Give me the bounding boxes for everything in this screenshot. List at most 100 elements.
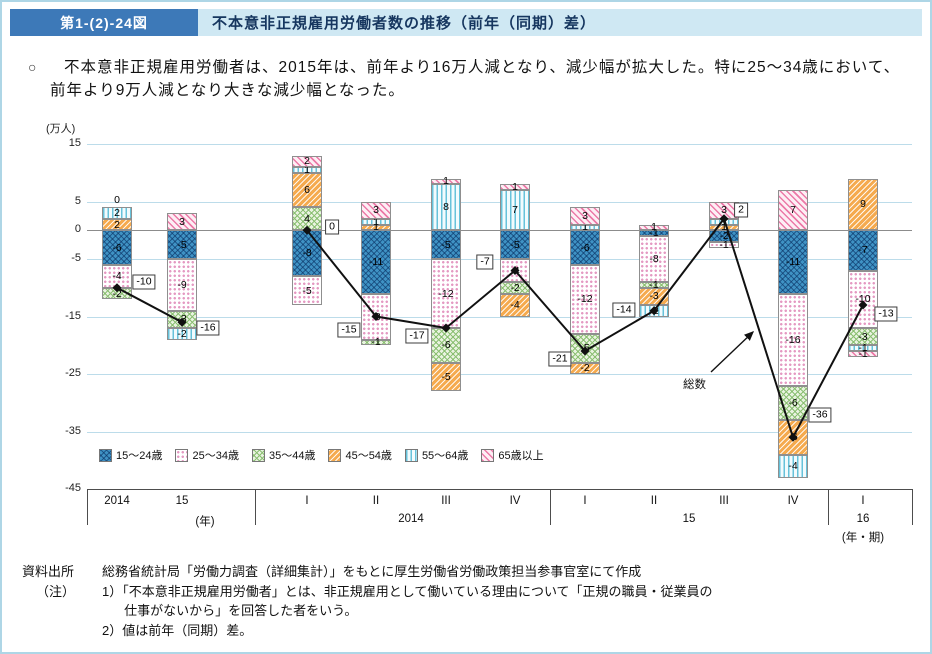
segment-value-label: -8 — [371, 310, 381, 323]
segment-value-label: -12 — [577, 293, 593, 306]
segment-value-label: 0 — [114, 194, 120, 207]
y-tick-label: 0 — [74, 223, 81, 236]
segment-value-label: -6 — [580, 241, 590, 254]
segment-value-label: -2 — [580, 362, 590, 375]
source-row: 資料出所 総務省統計局「労働力調査（詳細集計）」をもとに厚生労働省労働政策担当参… — [22, 562, 920, 582]
segment-value-label: 3 — [582, 209, 588, 222]
footer-notes: 資料出所 総務省統計局「労働力調査（詳細集計）」をもとに厚生労働省労働政策担当参… — [22, 562, 920, 640]
axis-group-separator — [828, 489, 829, 525]
bullet-circle-icon: ○ — [28, 59, 37, 75]
legend-swatch — [404, 448, 418, 462]
legend-item: 35～44歳 — [251, 447, 316, 463]
segment-value-label: 1 — [651, 221, 657, 234]
total-value-box: -15 — [337, 322, 361, 337]
gridline — [87, 144, 912, 145]
segment-value-label: 7 — [512, 204, 518, 217]
segment-value-label: -5 — [510, 238, 520, 251]
total-value-box: -17 — [405, 328, 429, 344]
segment-value-label: 3 — [179, 215, 185, 228]
segment-value-label: -7 — [858, 244, 868, 257]
total-value-box: -21 — [548, 351, 572, 367]
segment-value-label: -2 — [649, 304, 659, 317]
bar-segment-15～24歳 — [167, 230, 197, 259]
total-value-box: -16 — [196, 320, 220, 336]
segment-value-label: 3 — [373, 204, 379, 217]
legend-swatch — [175, 448, 189, 462]
bar-segment-55～64歳 — [102, 207, 132, 219]
segment-value-label: -11 — [785, 255, 801, 268]
total-value-box: -7 — [476, 254, 494, 269]
axis-group-separator — [87, 489, 88, 525]
notes-content: 1）「不本意非正規雇用労働者」とは、非正規雇用として働いている理由について「正規… — [102, 582, 920, 641]
segment-value-label: -2 — [112, 287, 122, 300]
bar-segment-65歳以上 — [167, 213, 197, 231]
segment-value-label: 8 — [443, 201, 449, 214]
figure-title: 不本意非正規雇用労働者数の推移（前年（同期）差） — [198, 9, 922, 36]
segment-value-label: -16 — [785, 333, 801, 346]
gridline — [87, 489, 912, 490]
y-tick-label: -5 — [71, 252, 81, 264]
segment-value-label: 6 — [304, 184, 310, 196]
note-label: （注） — [36, 583, 76, 599]
segment-value-label: -4 — [510, 299, 520, 311]
legend-label: 25～34歳 — [192, 450, 239, 462]
legend-item: 45～54歳 — [328, 447, 392, 463]
segment-value-label: -3 — [858, 330, 868, 343]
total-value-box: -13 — [874, 306, 898, 322]
plot-area: 15 5 0 -5 -15 -25 -35 -45 -6 -4 -2 2 2 0 2014 -5 -9 -3 -2 3… — [65, 137, 913, 544]
segment-value-label: -1 — [858, 347, 868, 360]
x-axis-label: 2014 — [104, 495, 130, 507]
x-axis-label: II — [650, 495, 658, 507]
bar-segment-65歳以上 — [500, 184, 530, 190]
segment-value-label: -3 — [649, 290, 659, 303]
segment-value-label: -2 — [177, 327, 187, 340]
x-axis-label: II — [372, 495, 380, 507]
segment-value-label: -5 — [441, 370, 451, 383]
figure-header: 第1-(2)-24図 不本意非正規雇用労働者数の推移（前年（同期）差） — [10, 9, 922, 36]
segment-value-label: -11 — [368, 255, 384, 268]
note-1: 1）「不本意非正規雇用労働者」とは、非正規雇用として働いている理由について「正規… — [102, 583, 713, 619]
axis-group-separator — [550, 489, 551, 525]
x-axis-year-group: 16 — [856, 513, 870, 525]
y-tick-label: -25 — [65, 367, 81, 379]
legend-item: 55～64歳 — [404, 447, 469, 463]
legend-label: 15～24歳 — [116, 450, 163, 462]
segment-value-label: -4 — [112, 270, 122, 283]
x-axis-label: I — [861, 495, 865, 507]
legend-label: 45～54歳 — [345, 450, 392, 462]
axis-group-separator — [912, 489, 913, 525]
bar-segment-15～24歳 — [102, 230, 132, 265]
chart-area: (万人) 15 5 0 -5 -15 -25 -35 -45 -6 -4 -2 2 2 0 2014 -5 -9… — [2, 114, 930, 556]
y-tick-label: -35 — [65, 424, 81, 437]
bar-segment-55～64歳 — [778, 454, 808, 478]
total-value-box: -14 — [612, 302, 636, 318]
segment-value-label: 1 — [443, 175, 449, 188]
bar-segment-65歳以上 — [361, 201, 391, 219]
legend-swatch — [328, 448, 342, 462]
bar-segment-65歳以上 — [292, 155, 322, 167]
segment-value-label: 2 — [114, 218, 120, 231]
x-axis-label: IV — [787, 495, 799, 507]
bar-segment-65歳以上 — [431, 178, 461, 185]
legend-label: 55～64歳 — [421, 450, 469, 462]
y-tick-label: -15 — [65, 309, 81, 322]
total-value-box: -36 — [808, 407, 832, 423]
note-2: 2）値は前年（同期）差。 — [102, 622, 253, 638]
legend-swatch — [99, 448, 112, 462]
segment-value-label: 2 — [114, 207, 120, 219]
segment-value-label: 1 — [304, 163, 310, 176]
source-text: 総務省統計局「労働力調査（詳細集計）」をもとに厚生労働省労働政策担当参事官室にて… — [102, 564, 642, 579]
summary-paragraph: ○ 不本意非正規雇用労働者は、2015年は、前年より16万人減となり、減少幅が拡… — [26, 56, 914, 103]
x-axis-unit-year-period: (年・期) — [841, 532, 885, 544]
y-tick-label: 5 — [74, 194, 81, 207]
legend-item: 25～34歳 — [175, 447, 239, 463]
x-axis-label: I — [583, 495, 587, 507]
summary-text: 不本意非正規雇用労働者は、2015年は、前年より16万人減となり、減少幅が拡大し… — [50, 59, 901, 100]
source-label: 資料出所 — [22, 564, 75, 579]
legend-label: 35～44歳 — [268, 450, 316, 462]
segment-value-label: 7 — [790, 204, 796, 217]
segment-value-label: 9 — [860, 198, 866, 211]
segment-value-label: -5 — [441, 238, 451, 251]
line-series-label: 総数 — [683, 379, 706, 391]
